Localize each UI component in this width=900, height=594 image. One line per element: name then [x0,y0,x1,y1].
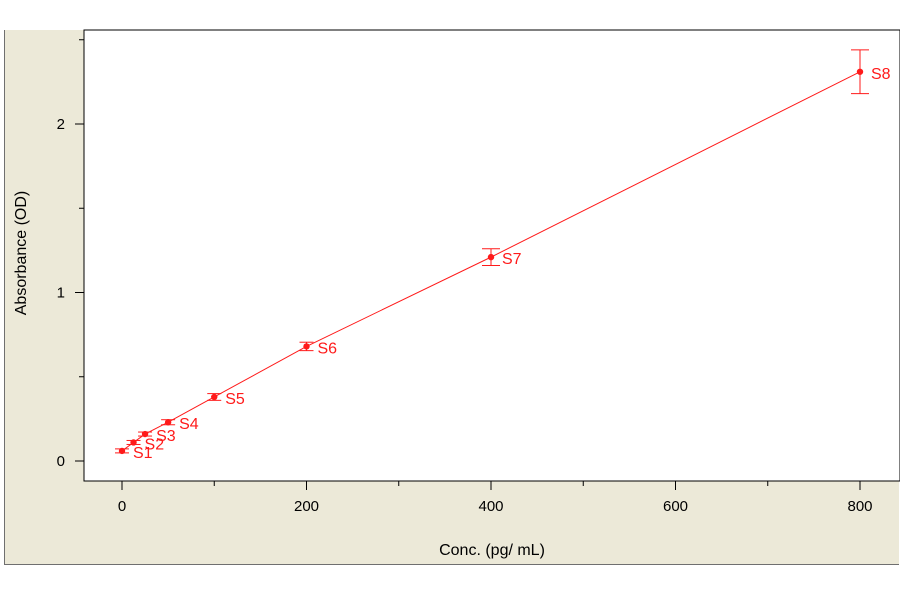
point-label-s1: S1 [133,445,153,462]
y-axis-title: Absorbance (OD) [13,191,30,316]
point-label-s5: S5 [225,391,245,408]
data-point-s5 [211,393,218,401]
x-tick-label: 400 [478,498,503,515]
data-point-s7 [487,253,495,261]
y-tick-label: 2 [57,116,65,133]
y-tick-label: 0 [57,453,65,470]
point-label-s2: S2 [145,436,165,453]
x-axis: 0 200 400 600 800 [118,481,873,515]
data-point-s1 [118,447,126,455]
point-label-s4: S4 [179,416,199,433]
x-tick-label: 800 [847,498,872,515]
y-axis: 0 1 2 [57,39,84,470]
point-label-s7: S7 [502,251,522,268]
y-tick-label: 1 [57,285,65,302]
x-tick-label: 200 [294,498,319,515]
x-tick-label: 600 [663,498,688,515]
data-point-s6 [303,343,310,350]
point-label-s3: S3 [156,428,176,445]
x-axis-title: Conc. (pg/ mL) [439,542,545,559]
point-label-s6: S6 [318,340,338,357]
data-point-s4 [164,419,172,426]
x-tick-label: 0 [118,498,126,515]
data-point-s2 [130,439,137,446]
point-label-s8: S8 [871,66,891,83]
data-point-s3 [141,430,149,438]
data-point-s8 [856,68,864,75]
